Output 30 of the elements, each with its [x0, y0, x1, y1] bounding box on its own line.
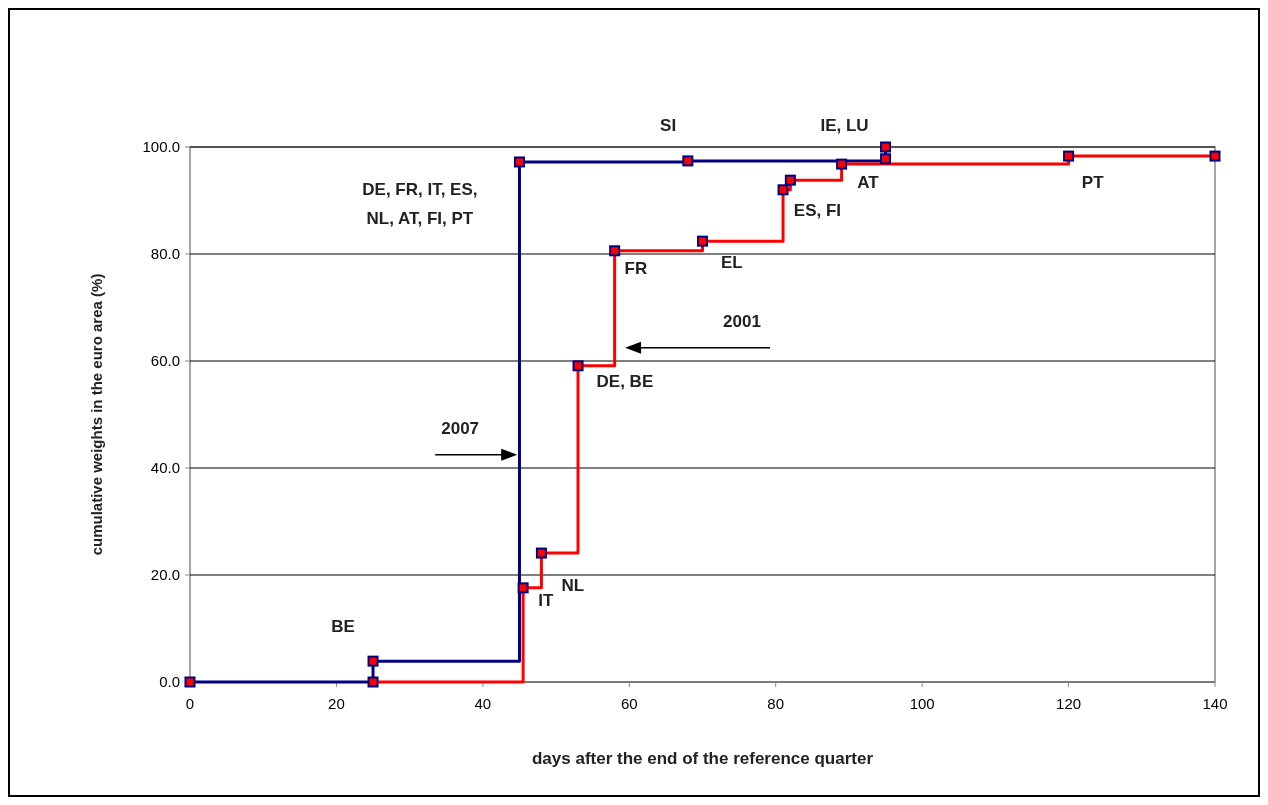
annotation: IT [538, 591, 554, 611]
annotation: FR [624, 258, 648, 278]
x-tick-label: 100 [909, 695, 935, 712]
y-tick-label: 60.0 [150, 352, 180, 369]
x-axis-title: days after the end of the reference quarter [531, 749, 874, 768]
x-tick-label: 20 [328, 695, 345, 712]
x-tick-label: 60 [620, 695, 638, 712]
y-tick-label: 20.0 [150, 566, 180, 583]
x-tick-label: 0 [185, 695, 195, 712]
annotation: DE, BE [596, 372, 654, 392]
annotation: ES, FI [793, 201, 842, 221]
annotation: 2007 [441, 418, 480, 438]
x-tick-label: 40 [474, 695, 492, 712]
annotation: 2001 [723, 311, 761, 331]
y-tick-label: 0.0 [159, 673, 180, 690]
annotation: EL [720, 253, 743, 273]
annotation: DE, FR, IT, ES, NL, AT, FI, PT [362, 180, 478, 229]
annotation: PT [1081, 173, 1105, 193]
y-tick-label: 100.0 [142, 138, 180, 155]
annotation: BE [331, 617, 355, 637]
x-tick-label: 80 [767, 695, 785, 712]
x-tick-label: 140 [1202, 695, 1228, 712]
x-tick-label: 120 [1056, 695, 1082, 712]
annotation: NL [561, 576, 585, 596]
y-tick-label: 80.0 [150, 245, 180, 262]
y-axis-title: cumulative weights in the euro area (%) [88, 273, 105, 556]
annotation: AT [857, 173, 880, 193]
text: IE, LU [820, 115, 869, 135]
y-tick-label: 40.0 [150, 459, 180, 476]
text: SI [660, 115, 677, 135]
